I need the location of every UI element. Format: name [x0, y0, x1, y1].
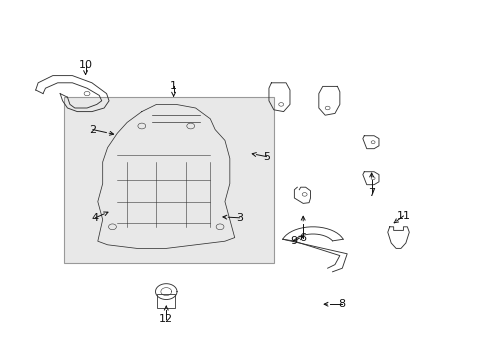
- Text: 5: 5: [263, 152, 269, 162]
- Bar: [63, 97, 273, 263]
- Text: 6: 6: [299, 233, 306, 243]
- Text: 12: 12: [159, 314, 173, 324]
- Text: 11: 11: [396, 211, 409, 221]
- Text: 2: 2: [89, 125, 96, 135]
- Bar: [157, 294, 175, 308]
- Text: 8: 8: [338, 299, 345, 309]
- Text: 1: 1: [170, 81, 177, 91]
- Text: 9: 9: [289, 236, 296, 246]
- Text: 3: 3: [236, 213, 243, 223]
- Text: 4: 4: [92, 213, 99, 223]
- Text: 10: 10: [79, 60, 92, 70]
- Text: 7: 7: [367, 188, 374, 198]
